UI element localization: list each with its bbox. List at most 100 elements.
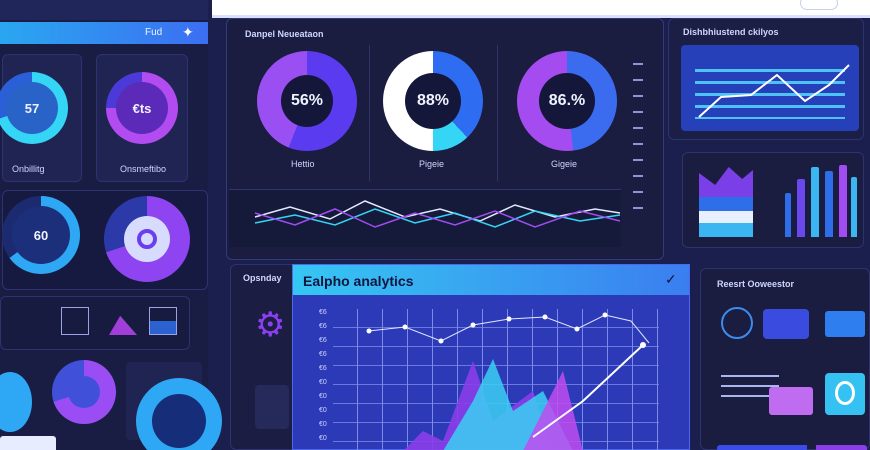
point[interactable] [470, 322, 476, 328]
y-tick: €0 [319, 435, 327, 442]
line-chart-stripes [695, 69, 845, 119]
bottom-left-title: Opsnday [243, 273, 282, 283]
area-magenta [523, 371, 583, 450]
user-tile[interactable] [825, 373, 865, 415]
y-tick: €6 [319, 351, 327, 358]
y-tick: €0 [319, 379, 327, 386]
donut-gauge-1: 56% [257, 51, 357, 151]
stacked-shape-card[interactable] [699, 167, 757, 239]
bar-6 [851, 177, 857, 237]
sparkle-icon[interactable]: ✦ [182, 24, 194, 40]
donut-gauge-2-value: 88% [405, 73, 461, 129]
sidebar-gauge-left: 57 [0, 72, 68, 144]
right-top-title: Dishbhiustend ckilyos [683, 27, 779, 37]
point[interactable] [640, 342, 646, 348]
image-thumb-2[interactable] [109, 315, 137, 335]
gauge-label-2: Pigeie [419, 159, 445, 169]
analytics-chart [366, 312, 650, 450]
sidebar-bottom-gauge-1 [0, 372, 32, 432]
point[interactable] [506, 316, 512, 322]
side-dot-column [633, 63, 643, 213]
search-button[interactable] [800, 0, 838, 10]
sidebar-bottom-gauge-3-hole [152, 394, 206, 448]
user-icon [835, 381, 855, 405]
sidebar-topbar [0, 0, 208, 20]
chat-icon[interactable] [763, 309, 809, 339]
sidebar-lower-gauge-value: 60 [12, 206, 70, 264]
y-tick: €0 [319, 421, 327, 428]
donut-gauge-3: 86.% [517, 51, 617, 151]
left-sidebar: Fud ✦ 57 €ts Onbillitg Onsmeftibo 60 [0, 0, 222, 450]
calendar-icon[interactable] [825, 311, 865, 337]
line-chart [698, 64, 850, 118]
block-blue [699, 197, 753, 211]
right-mid-panel [682, 152, 864, 248]
sidebar-label-right: Onsmeftibo [120, 164, 167, 174]
check-icon[interactable]: ✓ [665, 271, 677, 287]
wave-chart [254, 200, 621, 228]
sidebar-card-images[interactable] [0, 296, 190, 350]
top-bar [212, 0, 870, 18]
mountain-shape [699, 167, 753, 197]
card-placeholder[interactable] [255, 385, 289, 429]
wave-line-white [254, 200, 621, 222]
sidebar-gauge-right-value: €ts [116, 82, 168, 134]
gear-icon[interactable]: ⚙ [255, 306, 286, 344]
point[interactable] [574, 326, 580, 332]
sidebar-lower-gauge: 60 [2, 196, 80, 274]
donut-gauge-3-value: 86.% [539, 73, 595, 129]
bar-5 [839, 165, 847, 237]
bar-1 [785, 193, 791, 237]
point[interactable] [602, 312, 608, 318]
image-thumb-1[interactable] [61, 307, 89, 335]
donut-gauge-1-value: 56% [281, 75, 333, 127]
bar-chart [783, 163, 859, 237]
gauge-label-3: Gigeie [551, 159, 578, 169]
point[interactable] [402, 324, 408, 330]
sidebar-label-left: Onbillitg [12, 164, 45, 174]
block-cyan [699, 223, 753, 237]
wave-chart-card[interactable] [229, 189, 621, 247]
right-bottom-panel: Reesrt Ooweestor [700, 268, 870, 450]
y-tick: €6 [319, 365, 327, 372]
wave-line-cyan [254, 208, 621, 228]
sidebar-header-bar: Fud ✦ [0, 22, 208, 44]
right-bottom-title: Reesrt Ooweestor [717, 279, 795, 289]
toggle-circle[interactable] [721, 307, 753, 339]
sidebar-gauge-left-value: 57 [6, 82, 58, 134]
sidebar-bottom-gauge-2 [52, 360, 116, 424]
donut-gauge-2: 88% [383, 51, 483, 151]
sidebar-gauge-right: €ts [106, 72, 178, 144]
image-thumb-3[interactable] [149, 307, 177, 335]
shop-card[interactable] [769, 387, 813, 415]
y-tick: €6 [319, 309, 327, 316]
wave-line-purple [254, 208, 621, 228]
y-ticks: €6 €6 €6 €6 €6 €0 €0 €0 €0 €0 [319, 309, 333, 449]
line-chart-series [698, 64, 850, 118]
point[interactable] [366, 328, 372, 334]
main-panel: Danpel Neueataon 56% 88% 86.% Hettio Pig… [226, 18, 664, 260]
line-chart-card[interactable] [681, 45, 859, 131]
gauge-card-2[interactable] [369, 45, 493, 181]
bar-2 [797, 179, 805, 237]
gauge-label-1: Hettio [291, 159, 315, 169]
bar-3 [811, 167, 819, 237]
block-white [699, 211, 753, 223]
trend-line [532, 344, 644, 438]
gauge-card-3[interactable] [497, 45, 621, 181]
y-tick: €6 [319, 337, 327, 344]
bar-4 [825, 171, 833, 237]
sidebar-header-text: Fud [145, 27, 163, 38]
point[interactable] [438, 338, 444, 344]
right-top-panel: Dishbhiustend ckilyos [668, 18, 864, 140]
analytics-header: Ealpho analytics ✓ [293, 265, 689, 295]
sidebar-lower-gauge-2 [104, 196, 190, 282]
target-icon [124, 216, 170, 262]
point[interactable] [542, 314, 548, 320]
analytics-panel: Ealpho analytics ✓ €6 €6 €6 €6 €6 €0 €0 … [292, 264, 690, 450]
sidebar-bottom-gauge-2-hole [68, 376, 100, 408]
y-tick: €6 [319, 323, 327, 330]
bottom-buttons[interactable] [717, 445, 867, 450]
sidebar-bottom-tab[interactable] [0, 436, 56, 450]
y-tick: €0 [319, 407, 327, 414]
